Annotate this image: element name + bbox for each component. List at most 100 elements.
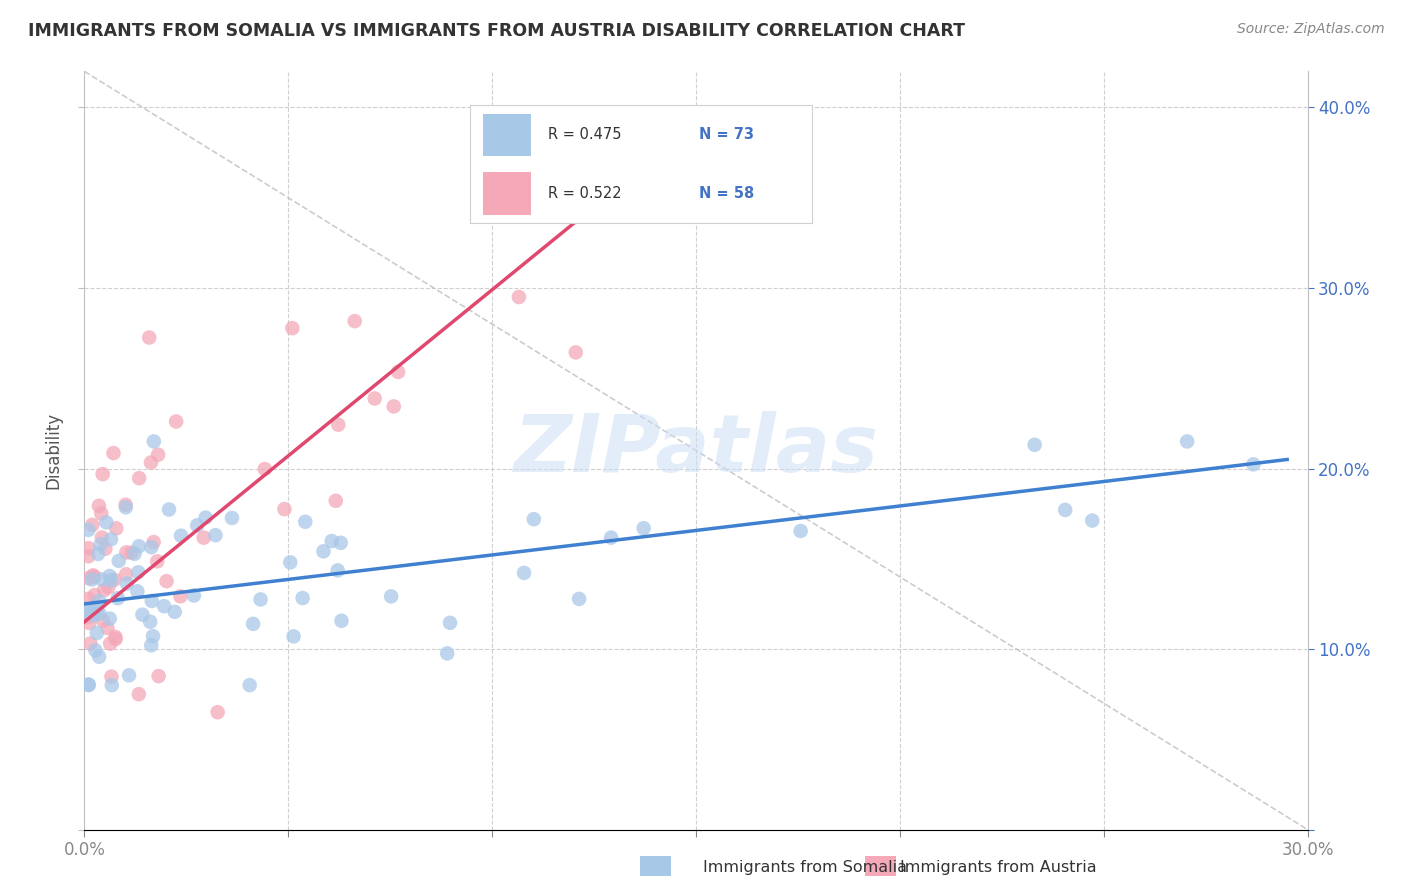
Point [127,584,149,599]
Point [1054,503,1077,517]
Point [90,531,112,545]
Point [169,590,191,604]
Point [163,605,186,619]
Point [100,533,122,547]
Point [90,507,112,521]
Point [294,515,316,529]
Point [142,629,165,643]
Text: Source: ZipAtlas.com: Source: ZipAtlas.com [1237,22,1385,37]
Point [103,446,125,460]
Point [94,541,117,556]
Point [87,499,110,513]
Point [153,599,176,614]
Point [91,467,114,482]
Point [77,610,100,624]
Point [146,554,169,568]
Point [115,567,138,582]
Point [242,616,264,631]
Point [82,517,104,532]
Point [148,669,170,683]
Point [82,568,104,582]
Point [84,643,107,657]
Point [90,537,112,551]
Point [283,629,305,643]
Point [239,678,262,692]
Point [328,417,350,432]
Point [120,546,142,560]
Point [115,576,138,591]
Point [554,180,576,194]
Point [128,687,150,701]
Point [633,521,655,535]
Point [83,608,105,623]
Point [204,528,226,542]
Point [77,678,100,692]
Point [1241,458,1264,472]
Point [387,365,409,379]
Point [157,502,180,516]
Point [513,566,536,580]
Point [96,621,118,635]
Point [155,574,177,589]
Text: Immigrants from Somalia: Immigrants from Somalia [703,860,907,874]
Point [141,638,163,652]
Point [131,607,153,622]
Point [141,540,163,554]
Point [98,611,121,625]
Point [100,678,122,692]
Point [436,647,458,661]
Y-axis label: Disability: Disability [45,412,63,489]
Point [329,536,352,550]
Point [98,569,121,583]
Point [79,636,101,650]
Point [80,573,103,587]
Point [562,136,585,151]
Point [86,602,108,616]
Point [128,471,150,485]
Point [100,670,122,684]
Point [343,314,366,328]
Point [91,614,114,628]
Point [565,345,588,359]
Point [77,541,100,556]
Point [77,615,100,630]
Point [77,571,100,585]
Point [170,529,193,543]
Point [363,392,385,406]
Point [1024,438,1046,452]
Point [1175,434,1198,449]
Point [93,583,115,598]
Point [105,521,128,535]
Point [87,649,110,664]
Point [380,590,402,604]
Point [77,523,100,537]
Point [382,400,405,414]
Point [278,555,301,569]
Point [90,572,112,586]
Point [600,531,623,545]
Point [100,574,122,588]
Point [253,462,276,476]
Point [104,632,127,646]
Point [83,570,105,584]
Point [326,563,349,577]
Point [77,606,100,620]
Point [89,594,111,608]
Point [523,512,546,526]
Point [77,591,100,606]
Point [118,668,141,682]
Point [128,539,150,553]
Point [124,547,146,561]
Point [141,594,163,608]
Point [139,456,162,470]
Point [221,511,243,525]
Point [127,566,149,580]
Point [87,547,110,561]
Point [325,493,347,508]
Point [321,534,343,549]
Point [281,321,304,335]
Point [273,502,295,516]
Text: IMMIGRANTS FROM SOMALIA VS IMMIGRANTS FROM AUSTRIA DISABILITY CORRELATION CHART: IMMIGRANTS FROM SOMALIA VS IMMIGRANTS FR… [28,22,965,40]
Point [330,614,353,628]
Point [183,589,205,603]
